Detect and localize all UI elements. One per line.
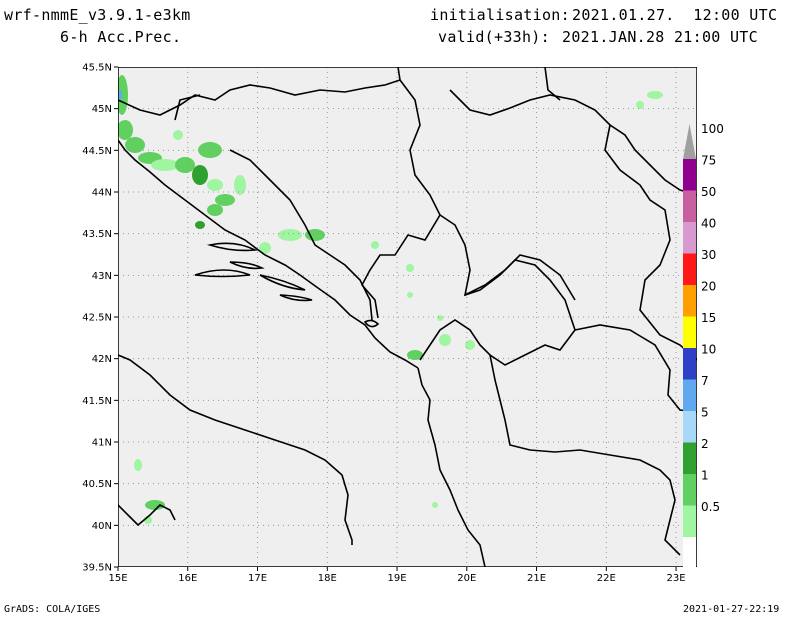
lon-tick-label: 18E (318, 573, 337, 584)
precip-patch (278, 229, 302, 241)
precip-patch (406, 264, 414, 272)
lat-tick-label: 42N (92, 354, 112, 365)
footer-left: GrADS: COLA/IGES (4, 604, 101, 615)
lat-tick-label: 41N (92, 438, 112, 449)
colorbar-segment (683, 159, 696, 191)
precip-patch (118, 75, 128, 115)
latitude-axis: 45.5N 45N 44.5N 44N 43.5N 43N 42.5N 42N 41.5N 41N… (82, 63, 118, 574)
precip-patch (145, 500, 165, 510)
colorbar-label: 5 (701, 406, 709, 420)
lat-tick-label: 39.5N (82, 563, 112, 574)
colorbar-label: 10 (701, 343, 716, 357)
colorbar-base (683, 537, 696, 567)
colorbar-segment (683, 411, 696, 443)
precip-patch (647, 91, 663, 99)
precip-patch (192, 165, 208, 185)
colorbar-segment (683, 474, 696, 506)
precip-patch (636, 101, 644, 109)
precipitation-patches (118, 75, 663, 524)
precip-patch (207, 204, 223, 216)
init-value: 2021.01.27. 12:00 UTC (572, 6, 778, 24)
longitude-axis: 15E 16E 17E 18E 19E 20E 21E 22E 23E (108, 567, 686, 584)
lon-tick-label: 15E (108, 573, 127, 584)
lat-tick-label: 44N (92, 188, 112, 199)
colorbar-segment (683, 379, 696, 411)
footer-right: 2021-01-27-22:19 (683, 604, 780, 615)
precip-patch (371, 241, 379, 249)
colorbar-label: 100 (701, 122, 724, 136)
precip-patch (198, 142, 222, 158)
precip-patch (175, 157, 195, 173)
precip-patch (134, 459, 142, 471)
lon-tick-label: 16E (178, 573, 197, 584)
colorbar-segment (683, 316, 696, 348)
precip-patch (207, 179, 223, 191)
lon-tick-label: 19E (388, 573, 407, 584)
colorbar-label: 30 (701, 248, 716, 262)
coastlines-borders (118, 67, 697, 567)
precip-patch (407, 350, 423, 360)
colorbar-label: 1 (701, 469, 709, 483)
precip-patch (125, 137, 145, 153)
precip-patch (259, 242, 271, 254)
lat-lon-grid (118, 67, 697, 567)
lat-tick-label: 40.5N (82, 479, 112, 490)
colorbar-segment (683, 222, 696, 254)
precip-patch (215, 194, 235, 206)
precip-patch (305, 229, 325, 241)
precip-patch (437, 315, 443, 321)
colorbar-label: 75 (701, 154, 716, 168)
colorbar-label: 40 (701, 217, 716, 231)
lat-tick-label: 42.5N (82, 313, 112, 324)
colorbar-label: 20 (701, 280, 716, 294)
lat-tick-label: 41.5N (82, 396, 112, 407)
precip-patch (439, 334, 451, 346)
colorbar-segment (683, 253, 696, 285)
colorbar-segment (683, 442, 696, 474)
precip-patch (151, 159, 179, 171)
precip-patch (465, 340, 475, 350)
model-title: wrf-nmmE_v3.9.1-e3km (4, 6, 191, 24)
precip-patch (195, 221, 205, 229)
colorbar-segment (683, 348, 696, 380)
valid-value: 2021.JAN.28 21:00 UTC (562, 28, 758, 46)
lat-tick-label: 40N (92, 521, 112, 532)
init-label: initialisation: (430, 6, 570, 24)
colorbar-segment (683, 285, 696, 317)
colorbar-overflow-arrow (683, 124, 696, 159)
precip-patch (407, 292, 413, 298)
lon-tick-label: 17E (248, 573, 267, 584)
lon-tick-label: 23E (667, 573, 686, 584)
lat-tick-label: 45.5N (82, 63, 112, 74)
precip-patch (234, 175, 246, 195)
lat-tick-label: 45N (92, 104, 112, 115)
colorbar-label: 0.5 (701, 500, 720, 514)
colorbar-label: 50 (701, 185, 716, 199)
colorbar-segment (683, 190, 696, 222)
field-title: 6-h Acc.Prec. (60, 28, 182, 46)
precip-patch (118, 120, 133, 140)
colorbar-segment (683, 505, 696, 537)
lon-tick-label: 21E (527, 573, 546, 584)
precip-patch (173, 130, 183, 140)
lon-tick-label: 20E (457, 573, 476, 584)
lat-tick-label: 44.5N (82, 146, 112, 157)
valid-label: valid(+33h): (438, 28, 550, 46)
lat-tick-label: 43N (92, 271, 112, 282)
lon-tick-label: 22E (597, 573, 616, 584)
colorbar-label: 15 (701, 311, 716, 325)
colorbar: 0.5 1 2 5 7 10 15 20 30 40 50 75 100 (683, 122, 724, 567)
precip-patch (432, 502, 438, 508)
colorbar-label: 2 (701, 437, 709, 451)
precip-patch (118, 90, 122, 100)
lat-tick-label: 43.5N (82, 229, 112, 240)
colorbar-label: 7 (701, 374, 709, 388)
